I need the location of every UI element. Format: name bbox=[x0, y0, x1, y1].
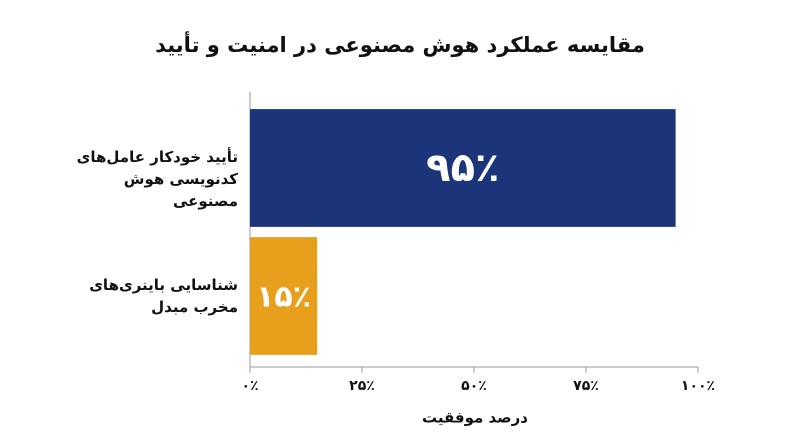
x-tick-label: ۱۰۰٪ bbox=[681, 378, 715, 394]
x-tick-label: ۵۰٪ bbox=[461, 378, 487, 394]
x-tick-label: ۷۵٪ bbox=[573, 378, 599, 394]
y-tick-label: تأیید خودکار عامل‌های کدنویسی هوش مصنوعی bbox=[76, 148, 238, 210]
chart-title: مقایسه عملکرد هوش مصنوعی در امنیت و تأیی… bbox=[155, 30, 645, 57]
y-tick-label: شناسایی باینری‌های مخرب مبدل bbox=[89, 276, 238, 316]
bar bbox=[250, 109, 676, 227]
value-label: ۹۵٪ bbox=[426, 145, 499, 191]
x-tick-label: ۰٪ bbox=[241, 378, 258, 394]
x-axis-label: درصد موفقیت bbox=[422, 409, 528, 427]
x-tick-label: ۲۵٪ bbox=[349, 378, 375, 394]
bar bbox=[250, 237, 318, 355]
value-label: ۱۵٪ bbox=[256, 280, 311, 315]
